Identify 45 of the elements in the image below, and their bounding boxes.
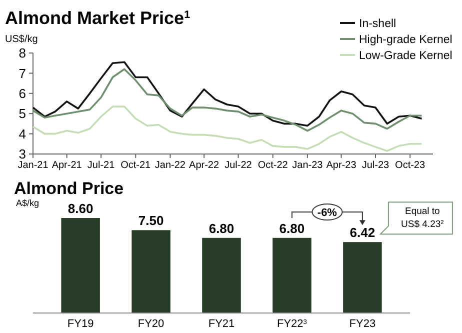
x-tick-label: Oct-21 xyxy=(120,160,152,171)
y-tick-label: 5 xyxy=(18,106,26,122)
x-tick-label: FY20 xyxy=(138,318,164,330)
x-tick-label: FY19 xyxy=(67,318,94,330)
annotation: Equal to US$ 4.23$^{2}$ xyxy=(401,206,444,230)
x-tick-label: Apr-22 xyxy=(189,160,220,171)
y-tick-label: 7 xyxy=(18,66,26,81)
data-label: 7.50 xyxy=(138,213,164,228)
x-tick-label: Jan-22 xyxy=(154,160,186,171)
x-tick-label: Oct-22 xyxy=(258,160,288,171)
x-tick-label: Jul-23 xyxy=(362,160,390,171)
y-axis-title: US$/kg xyxy=(5,34,38,45)
bar xyxy=(202,238,241,313)
bar xyxy=(272,238,312,313)
legend-label: High-grade Kernel xyxy=(359,34,452,46)
legend-label: In-shell xyxy=(359,18,396,30)
x-tick-label: Oct-23 xyxy=(395,160,426,171)
x-tick-label: Apr-23 xyxy=(326,160,357,171)
x-tick-label: FY23 xyxy=(349,318,376,330)
line-series xyxy=(32,61,423,127)
y-tick-label: 8 xyxy=(18,46,26,61)
bar xyxy=(61,218,100,313)
bar xyxy=(343,242,382,313)
x-tick-label: Jul-21 xyxy=(87,160,116,171)
legend-label: Low-Grade Kernel xyxy=(359,50,452,62)
x-tick-label: FY22$^{3}$ xyxy=(276,318,308,330)
y-tick-label: 6 xyxy=(18,86,26,101)
x-tick-label: FY21 xyxy=(208,318,235,330)
x-tick-label: Jul-22 xyxy=(224,160,252,171)
annotation: -6% xyxy=(317,206,338,219)
line-series xyxy=(32,68,423,132)
data-label: 6.80 xyxy=(279,220,305,236)
x-tick-label: Jan-21 xyxy=(18,160,49,171)
data-label: 8.60 xyxy=(68,201,94,216)
x-tick-label: Apr-21 xyxy=(52,160,82,171)
bar xyxy=(132,230,170,313)
line-series xyxy=(32,106,423,152)
data-label: 6.80 xyxy=(208,220,234,236)
chart-title: Almond Market Price$^{1}$ xyxy=(5,8,190,28)
x-tick-label: Jan-23 xyxy=(292,160,324,171)
data-label: 6.42 xyxy=(350,225,376,240)
y-axis-title: A$/kg xyxy=(16,198,40,208)
y-tick-label: 4 xyxy=(18,126,26,142)
chart-title: Almond Price xyxy=(14,179,124,198)
y-tick-label: 3 xyxy=(18,146,26,162)
